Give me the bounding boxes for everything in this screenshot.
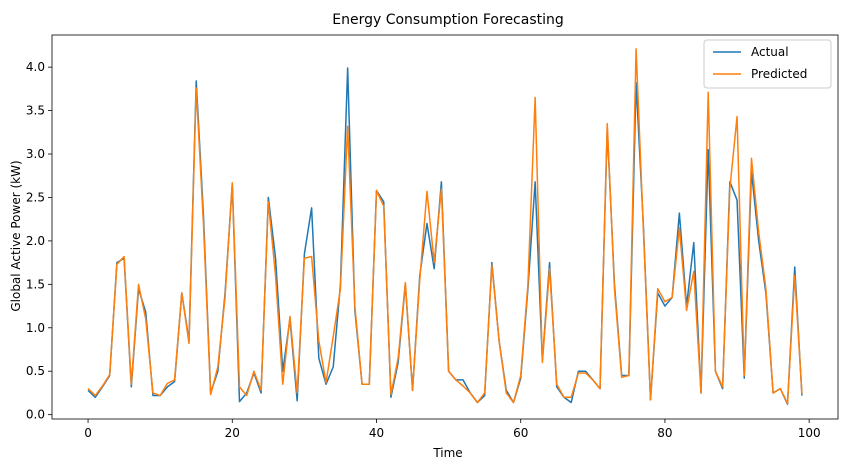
y-tick-label: 1.5 [26, 277, 45, 291]
x-tick-label: 0 [84, 426, 92, 440]
y-tick-label: 0.0 [26, 408, 45, 422]
plot-frame [51, 34, 839, 420]
series-line-predicted [87, 48, 803, 405]
y-tick-label: 0.5 [26, 364, 45, 378]
plot-area [51, 34, 839, 420]
x-tick-label: 40 [369, 426, 384, 440]
y-tick-label: 3.5 [26, 104, 45, 118]
y-axis: 0.0 0.5 1.0 1.5 2.0 2.5 3.0 3.5 4.0 [26, 60, 52, 422]
x-tick-label: 80 [657, 426, 672, 440]
x-tick-label: 100 [798, 426, 821, 440]
legend-label-actual: Actual [751, 45, 789, 59]
chart-title: Energy Consumption Forecasting [332, 12, 564, 28]
y-tick-label: 1.0 [26, 321, 45, 335]
y-tick-label: 4.0 [26, 60, 45, 74]
x-axis: 0 20 40 60 80 100 [84, 419, 821, 440]
y-tick-label: 2.5 [26, 190, 45, 204]
legend: Actual Predicted [703, 39, 832, 89]
series-layer [87, 48, 803, 405]
y-axis-label: Global Active Power (kW) [9, 160, 23, 311]
x-tick-label: 60 [513, 426, 528, 440]
y-tick-label: 2.0 [26, 234, 45, 248]
legend-label-predicted: Predicted [751, 67, 807, 81]
y-tick-label: 3.0 [26, 147, 45, 161]
x-axis-label: Time [432, 446, 462, 460]
x-tick-label: 20 [225, 426, 240, 440]
